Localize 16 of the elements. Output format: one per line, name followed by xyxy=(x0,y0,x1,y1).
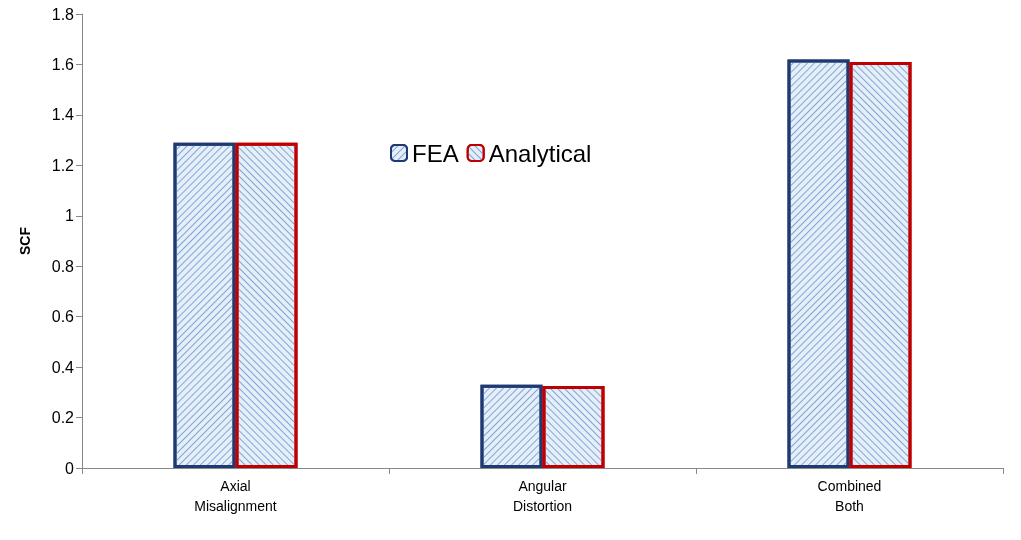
y-tick-label: 1 xyxy=(65,207,75,225)
y-tick-label: 1.2 xyxy=(51,156,75,174)
x-tick-label: Axial Misalignment xyxy=(194,478,277,514)
x-tick-label: Angular Distortion xyxy=(512,478,573,514)
legend-label: FEA xyxy=(412,139,459,167)
y-tick-label: 1.4 xyxy=(51,106,75,124)
y-tick-label: 0.8 xyxy=(51,257,75,275)
y-tick-label: 1.6 xyxy=(51,55,75,73)
y-tick-label: 0.4 xyxy=(51,358,75,376)
legend-label: Analytical xyxy=(488,139,592,167)
y-tick-label: 0.6 xyxy=(51,308,75,326)
y-tick-label: 1.8 xyxy=(51,5,75,23)
x-tick-label: Combined Both xyxy=(817,478,882,514)
y-tick-label: 0 xyxy=(65,459,75,477)
y-axis-title: SCF xyxy=(17,226,33,255)
y-tick-label: 0.2 xyxy=(51,409,75,427)
